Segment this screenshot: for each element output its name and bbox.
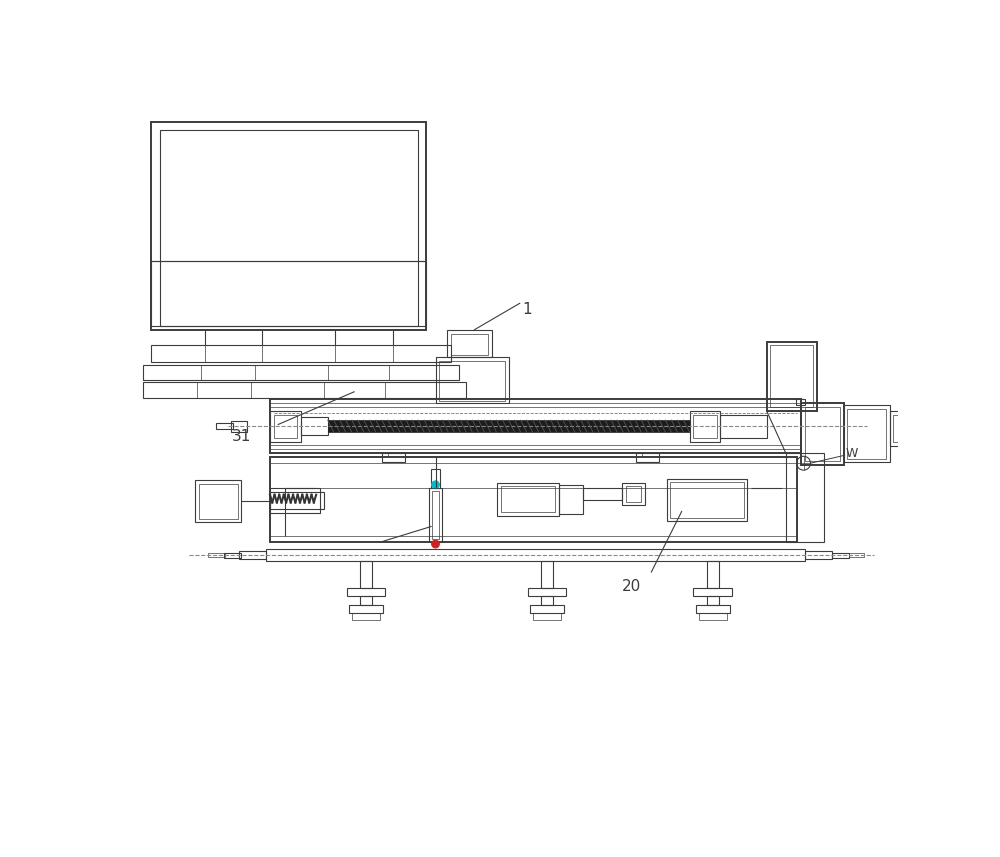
Bar: [670, 482, 744, 518]
Bar: [583, 488, 622, 500]
Circle shape: [432, 481, 439, 488]
Bar: [216, 423, 233, 429]
Bar: [707, 561, 719, 588]
Bar: [559, 485, 583, 514]
Bar: [382, 453, 405, 463]
Bar: [707, 596, 719, 605]
Bar: [796, 399, 805, 405]
Bar: [151, 261, 426, 327]
Bar: [270, 457, 797, 542]
Bar: [270, 488, 320, 513]
Bar: [847, 410, 886, 458]
Bar: [693, 415, 717, 438]
Bar: [301, 417, 328, 435]
Bar: [431, 469, 440, 488]
Text: W: W: [845, 447, 858, 460]
Bar: [786, 453, 824, 542]
Bar: [160, 129, 418, 327]
Text: 1: 1: [523, 302, 532, 316]
Bar: [208, 554, 225, 557]
Bar: [151, 122, 426, 330]
Bar: [151, 345, 451, 363]
Bar: [801, 403, 844, 464]
Bar: [266, 549, 805, 561]
Bar: [666, 478, 747, 521]
Bar: [195, 480, 241, 523]
Bar: [270, 399, 801, 453]
Bar: [360, 561, 372, 588]
Bar: [626, 486, 641, 501]
Bar: [360, 596, 372, 605]
Bar: [439, 361, 505, 401]
Bar: [533, 614, 561, 620]
Bar: [893, 415, 906, 442]
Bar: [347, 588, 385, 596]
Circle shape: [432, 540, 439, 548]
Bar: [270, 493, 324, 509]
Bar: [274, 415, 297, 438]
Bar: [530, 605, 564, 614]
Bar: [349, 605, 383, 614]
Bar: [622, 483, 645, 505]
Bar: [696, 605, 730, 614]
Bar: [328, 420, 690, 433]
Bar: [270, 411, 301, 441]
Bar: [501, 486, 555, 512]
Text: 20: 20: [622, 578, 641, 594]
Bar: [541, 596, 553, 605]
Bar: [805, 407, 840, 461]
Bar: [690, 411, 720, 441]
Text: 31: 31: [232, 428, 251, 444]
Bar: [451, 334, 488, 356]
Bar: [636, 453, 659, 463]
Bar: [352, 614, 380, 620]
Bar: [429, 488, 442, 542]
Bar: [528, 588, 566, 596]
Bar: [767, 342, 817, 411]
Bar: [693, 588, 732, 596]
Bar: [849, 554, 864, 557]
Bar: [436, 357, 509, 403]
Bar: [143, 382, 466, 398]
Bar: [239, 551, 266, 559]
Bar: [199, 484, 238, 518]
Bar: [770, 345, 813, 407]
Bar: [231, 421, 247, 432]
Bar: [224, 553, 241, 558]
Bar: [699, 614, 727, 620]
Bar: [890, 411, 909, 446]
Bar: [143, 364, 459, 380]
Bar: [832, 553, 849, 558]
Bar: [447, 330, 492, 357]
Bar: [720, 415, 767, 438]
Bar: [432, 491, 439, 539]
Bar: [541, 561, 553, 588]
Bar: [844, 405, 890, 463]
Bar: [805, 551, 832, 559]
Bar: [497, 483, 559, 516]
